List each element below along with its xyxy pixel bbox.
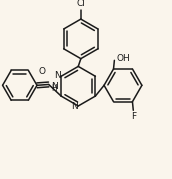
Text: OH: OH — [117, 54, 131, 63]
Text: Cl: Cl — [76, 0, 85, 8]
Text: H: H — [51, 84, 57, 93]
Text: N: N — [71, 102, 78, 111]
Text: N: N — [54, 71, 61, 80]
Text: F: F — [131, 112, 136, 121]
Text: O: O — [39, 67, 46, 76]
Text: N: N — [51, 82, 57, 91]
